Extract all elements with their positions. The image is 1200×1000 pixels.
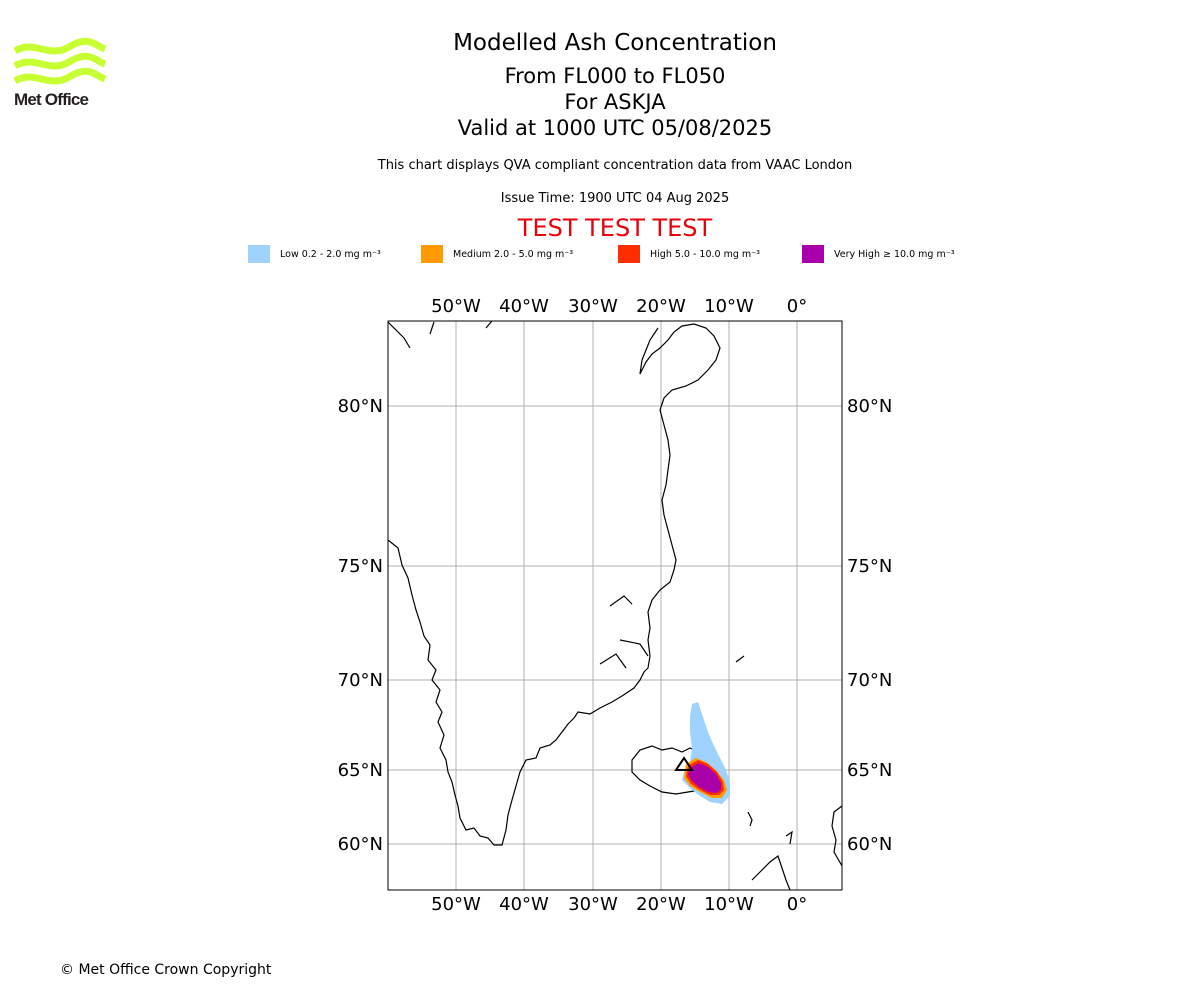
lat-ticks-left: 80°N 75°N 70°N 65°N 60°N xyxy=(338,396,383,855)
legend-label-very-high: Very High ≥ 10.0 mg m⁻³ xyxy=(834,248,955,260)
coastline-faroes xyxy=(747,811,753,827)
coastline-shetland xyxy=(785,830,793,845)
legend-swatch-medium xyxy=(421,245,443,263)
legend-swatch-low xyxy=(248,245,270,263)
coastline-norway xyxy=(831,805,842,867)
lon-tick-top-0: 0° xyxy=(787,296,807,317)
ash-plume xyxy=(674,702,730,804)
ash-plume-very-high xyxy=(688,763,721,793)
lon-ticks-top: 50°W 40°W 30°W 20°W 10°W 0° xyxy=(431,296,807,317)
map-frame xyxy=(387,320,843,891)
test-banner: TEST TEST TEST xyxy=(517,214,713,242)
legend-swatch-very-high xyxy=(802,245,824,263)
coastline-jan-mayen xyxy=(735,655,745,663)
legend-item-low: Low 0.2 - 2.0 mg m⁻³ xyxy=(248,244,381,264)
lat-tick-right-75n: 75°N xyxy=(847,556,892,577)
lon-tick-top-20w: 20°W xyxy=(636,296,686,317)
legend-swatch-high xyxy=(618,245,640,263)
lat-tick-right-80n: 80°N xyxy=(847,396,892,417)
lon-tick-top-50w: 50°W xyxy=(431,296,481,317)
lon-tick-top-10w: 10°W xyxy=(704,296,754,317)
chart-title: Modelled Ash Concentration xyxy=(453,30,777,56)
lon-tick-top-40w: 40°W xyxy=(499,296,549,317)
lat-tick-left-65n: 65°N xyxy=(338,760,383,781)
coastline-greenland-west xyxy=(388,323,721,846)
volcano-marker-icon xyxy=(674,756,694,771)
flight-level-range: From FL000 to FL050 xyxy=(504,64,726,88)
legend-item-high: High 5.0 - 10.0 mg m⁻³ xyxy=(618,244,760,264)
lon-tick-bottom-20w: 20°W xyxy=(636,894,686,915)
lon-tick-bottom-10w: 10°W xyxy=(704,894,754,915)
lon-tick-bottom-40w: 40°W xyxy=(499,894,549,915)
copyright-notice: © Met Office Crown Copyright xyxy=(60,962,272,978)
volcano-name: For ASKJA xyxy=(564,90,666,114)
lat-tick-right-65n: 65°N xyxy=(847,760,892,781)
lon-tick-top-30w: 30°W xyxy=(568,296,618,317)
coastlines xyxy=(388,321,842,890)
lat-tick-right-70n: 70°N xyxy=(847,670,892,691)
valid-time: Valid at 1000 UTC 05/08/2025 xyxy=(457,116,773,140)
chart-description: This chart displays QVA compliant concen… xyxy=(377,158,853,173)
lon-tick-bottom-0: 0° xyxy=(787,894,807,915)
lat-tick-right-60n: 60°N xyxy=(847,834,892,855)
lon-tick-bottom-30w: 30°W xyxy=(568,894,618,915)
coastline-greenland-north xyxy=(388,321,493,349)
issue-time: Issue Time: 1900 UTC 04 Aug 2025 xyxy=(500,191,730,206)
lat-tick-left-60n: 60°N xyxy=(338,834,383,855)
coastline-greenland-fjords xyxy=(599,327,659,669)
legend-item-very-high: Very High ≥ 10.0 mg m⁻³ xyxy=(802,244,955,264)
map-gridlines xyxy=(388,321,842,890)
lon-ticks-bottom: 50°W 40°W 30°W 20°W 10°W 0° xyxy=(431,894,807,915)
logo-text: Met Office xyxy=(14,90,89,109)
lat-tick-left-75n: 75°N xyxy=(338,556,383,577)
legend-label-medium: Medium 2.0 - 5.0 mg m⁻³ xyxy=(453,248,574,260)
coastline-scotland xyxy=(751,855,791,890)
legend-label-low: Low 0.2 - 2.0 mg m⁻³ xyxy=(280,248,381,260)
met-office-logo-icon xyxy=(14,37,106,85)
lat-tick-left-80n: 80°N xyxy=(338,396,383,417)
legend-label-high: High 5.0 - 10.0 mg m⁻³ xyxy=(650,248,760,260)
legend-item-medium: Medium 2.0 - 5.0 mg m⁻³ xyxy=(421,244,573,264)
lat-ticks-right: 80°N 75°N 70°N 65°N 60°N xyxy=(847,396,892,855)
lon-tick-bottom-50w: 50°W xyxy=(431,894,481,915)
lat-tick-left-70n: 70°N xyxy=(338,670,383,691)
